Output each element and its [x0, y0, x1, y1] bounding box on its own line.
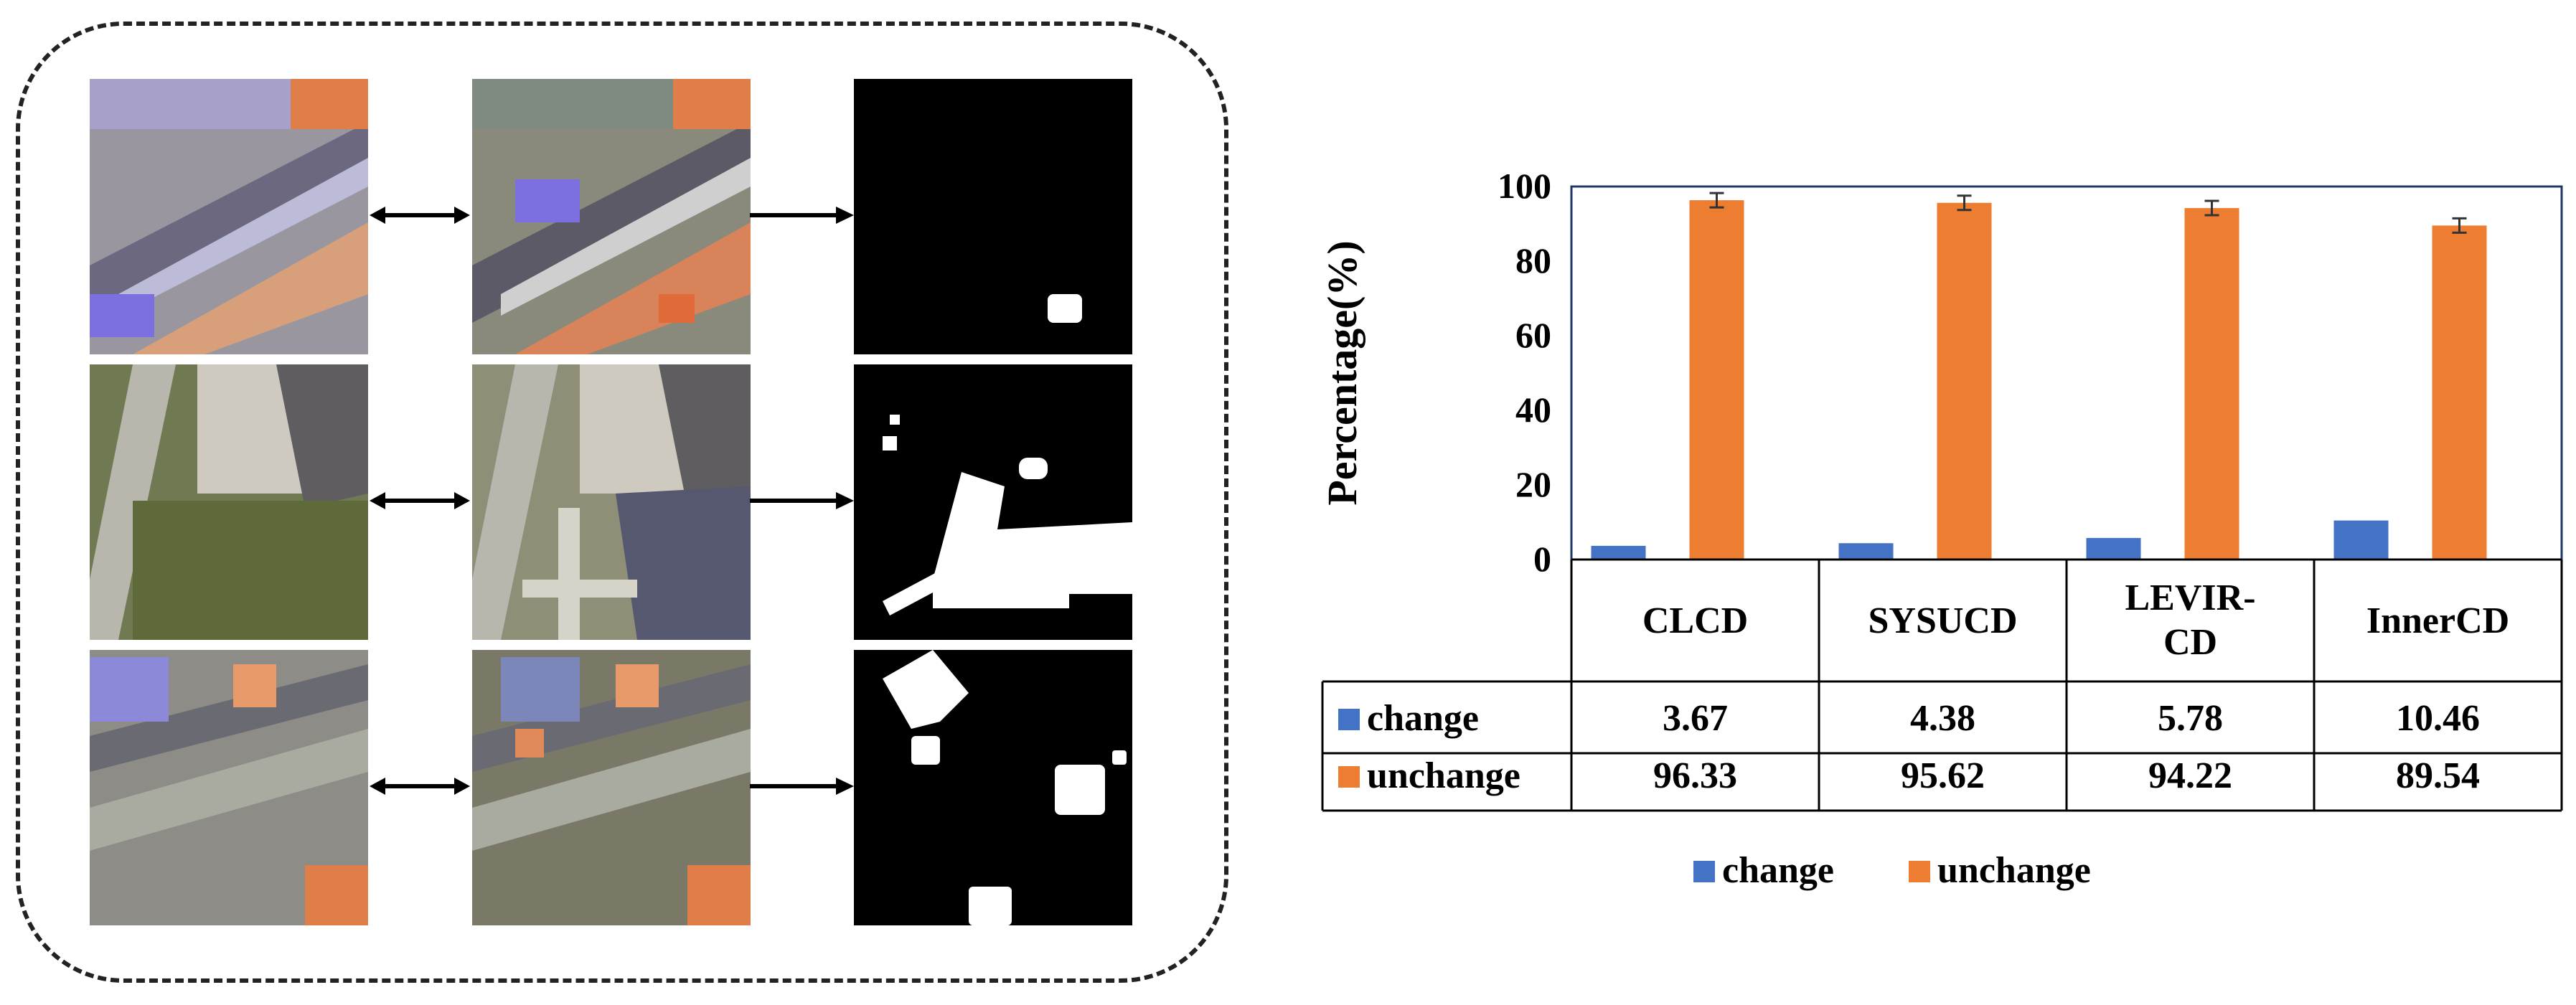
bar-change [2333, 520, 2389, 560]
category-label: CD [2163, 622, 2217, 663]
y-tick-label: 0 [1533, 539, 1551, 579]
bar-change [2086, 537, 2141, 560]
aerial-image-t2-row-1 [472, 79, 751, 354]
right-arrow-icon [750, 492, 854, 509]
bar-unchange [1937, 202, 1992, 560]
bar-unchange [1689, 200, 1744, 560]
table-row-label: change [1367, 698, 1479, 739]
table-cell-value: 3.67 [1663, 698, 1728, 739]
y-tick-label: 40 [1515, 390, 1551, 430]
aerial-image-t1-row-1 [90, 79, 368, 354]
aerial-image-t2-row-2 [472, 364, 751, 640]
double-headed-arrow-icon [370, 778, 470, 795]
table-cell-value: 94.22 [2148, 755, 2232, 796]
table-cell-value: 5.78 [2158, 698, 2223, 739]
table-legend-key [1338, 709, 1360, 730]
change-mask-row-1 [854, 79, 1132, 354]
category-label: LEVIR- [2125, 577, 2255, 618]
bar-change [1838, 543, 1894, 560]
table-cell-value: 89.54 [2396, 755, 2480, 796]
y-axis-label: Percentage(%) [1319, 240, 1365, 505]
legend-key-unchange [1909, 861, 1930, 882]
category-label: CLCD [1642, 600, 1748, 641]
change-mask-row-2 [854, 364, 1132, 640]
table-cell-value: 96.33 [1653, 755, 1737, 796]
legend-key-change [1693, 861, 1715, 882]
double-headed-arrow-icon [370, 207, 470, 224]
y-tick-label: 80 [1515, 240, 1551, 280]
category-label: InnerCD [2366, 600, 2509, 641]
aerial-image-t2-row-3 [472, 650, 751, 925]
bar-unchange [2432, 225, 2487, 560]
legend-label-change: change [1722, 850, 1834, 891]
table-cell-value: 10.46 [2396, 698, 2480, 739]
bar-unchange [2184, 208, 2239, 560]
y-tick-label: 60 [1515, 315, 1551, 355]
table-legend-key [1338, 766, 1360, 788]
bar-chart: 0 20 40 60 80 100 Percentage(%) CLCD SYSUCD LEVIR… [1319, 166, 2563, 891]
table-cell-value: 4.38 [1910, 698, 1975, 739]
right-arrow-icon [750, 778, 854, 795]
table-cell-value: 95.62 [1901, 755, 1985, 796]
table-row-label: unchange [1367, 755, 1520, 796]
change-mask-row-3 [854, 650, 1132, 925]
category-label: SYSUCD [1868, 600, 2017, 641]
image-panel [16, 22, 1228, 983]
y-tick-label: 20 [1515, 464, 1551, 504]
right-arrow-icon [750, 207, 854, 224]
aerial-image-t1-row-2 [90, 364, 368, 640]
aerial-image-t1-row-3 [90, 650, 368, 925]
bar-change [1591, 545, 1646, 560]
double-headed-arrow-icon [370, 492, 470, 509]
y-tick-label: 100 [1498, 166, 1551, 206]
legend-label-unchange: unchange [1937, 850, 2091, 891]
